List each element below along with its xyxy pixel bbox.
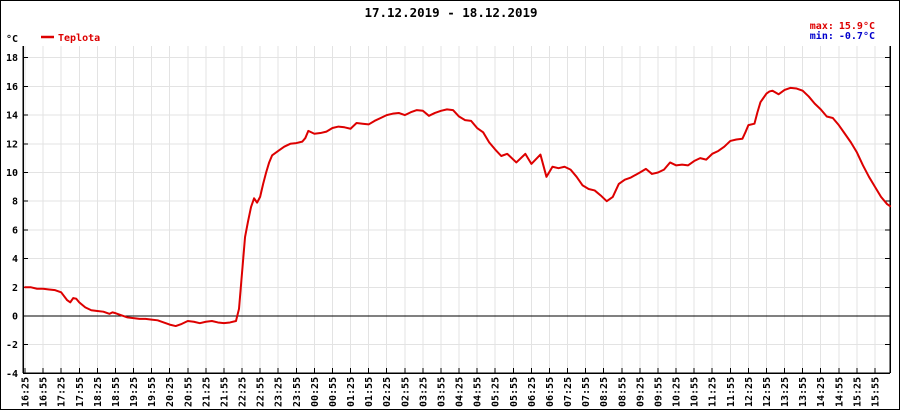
x-tick-label: 09:25	[635, 377, 646, 407]
axes	[22, 46, 891, 374]
y-tick-label: 16	[6, 82, 18, 93]
x-tick-label: 14:55	[834, 377, 845, 407]
x-tick-label: 08:25	[599, 377, 610, 407]
temperature-series	[24, 86, 892, 328]
y-tick-label: -2	[6, 340, 18, 351]
x-tick-label: 21:55	[219, 377, 230, 407]
gridlines	[23, 46, 890, 373]
x-tick-label: 22:25	[238, 377, 249, 407]
x-tick-label: 04:55	[473, 377, 484, 407]
x-tick-label: 07:25	[563, 377, 574, 407]
min-stat: min: -0.7°C	[810, 30, 875, 42]
y-tick-label: 4	[12, 254, 18, 265]
y-tick-label: 12	[6, 139, 18, 150]
legend: Teplota	[41, 33, 100, 44]
x-tick-label: 06:25	[527, 377, 538, 407]
legend-label: Teplota	[58, 33, 100, 44]
max-stat-label: max:	[810, 21, 834, 32]
x-tick-label: 22:55	[256, 377, 267, 407]
x-tick-label: 09:55	[653, 377, 664, 407]
x-tick-label: 02:25	[382, 377, 393, 407]
x-tick-label: 20:55	[183, 377, 194, 407]
x-tick-label: 07:55	[581, 377, 592, 407]
min-stat-value: -0.7°C	[839, 31, 875, 42]
x-tick-label: 02:55	[400, 377, 411, 407]
chart-title: 17.12.2019 - 18.12.2019	[364, 5, 537, 20]
x-axis-labels: 16:25 16:55 17:25 17:55 18:25 18:55 19:25 19:55…	[21, 377, 882, 407]
y-tick-label: 10	[6, 168, 18, 179]
x-tick-label: 01:25	[346, 377, 357, 407]
x-tick-label: 11:25	[708, 377, 719, 407]
x-tick-label: 10:55	[690, 377, 701, 407]
x-tick-label: 18:25	[93, 377, 104, 407]
x-tick-label: 12:25	[744, 377, 755, 407]
x-tick-label: 11:55	[726, 377, 737, 407]
x-tick-label: 19:25	[129, 377, 140, 407]
x-tick-label: 16:55	[39, 377, 50, 407]
x-tick-label: 00:55	[328, 377, 339, 407]
y-tick-label: -4	[6, 369, 18, 380]
x-tick-label: 05:25	[491, 377, 502, 407]
max-stat-value: 15.9°C	[839, 21, 875, 32]
x-tick-label: 23:25	[274, 377, 285, 407]
temperature-line	[24, 86, 892, 328]
x-tick-label: 03:25	[418, 377, 429, 407]
x-tick-label: 23:55	[292, 377, 303, 407]
x-tick-label: 12:55	[762, 377, 773, 407]
x-tick-label: 13:55	[798, 377, 809, 407]
x-tick-label: 03:55	[436, 377, 447, 407]
min-stat-label: min:	[810, 30, 834, 42]
y-tick-label: 2	[12, 283, 18, 294]
x-tick-label: 06:55	[545, 377, 556, 407]
y-tick-label: 6	[12, 225, 18, 236]
x-tick-label: 14:25	[816, 377, 827, 407]
y-tick-label: 8	[12, 197, 18, 208]
x-tick-label: 19:55	[147, 377, 158, 407]
max-stat: max: 15.9°C	[810, 21, 875, 32]
x-tick-label: 04:25	[455, 377, 466, 407]
y-tick-label: 18	[6, 53, 18, 64]
x-tick-label: 00:25	[310, 377, 321, 407]
x-tick-label: 17:25	[57, 377, 68, 407]
x-tick-label: 15:55	[870, 377, 881, 407]
x-tick-label: 08:55	[617, 377, 628, 407]
x-tick-label: 20:25	[165, 377, 176, 407]
x-tick-label: 10:25	[672, 377, 683, 407]
x-tick-label: 15:25	[852, 377, 863, 407]
x-tick-label: 05:55	[509, 377, 520, 407]
x-tick-label: 21:25	[201, 377, 212, 407]
y-axis-unit: °C	[6, 34, 18, 45]
y-tick-label: 0	[12, 312, 18, 323]
x-tick-label: 16:25	[21, 377, 32, 407]
x-tick-label: 13:25	[780, 377, 791, 407]
x-tick-label: 01:55	[364, 377, 375, 407]
y-tick-label: 14	[6, 111, 18, 122]
y-axis-labels: 18 16 14 12 10 8 6 4 2 0 -2 -4	[6, 53, 18, 380]
x-tick-label: 17:55	[75, 377, 86, 407]
x-tick-label: 18:55	[111, 377, 122, 407]
